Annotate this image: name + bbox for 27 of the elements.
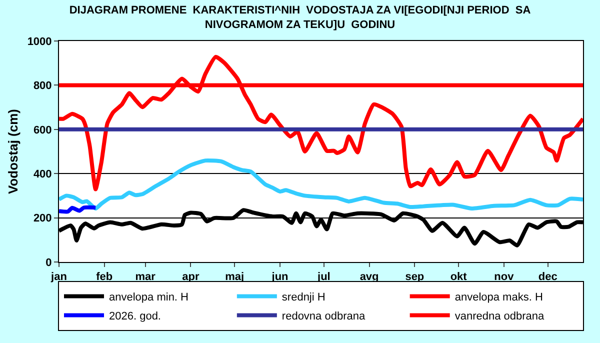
x-tick-label: jan xyxy=(50,271,68,284)
legend-label: redovna odbrana xyxy=(282,310,366,323)
chart-title: DIJAGRAM PROMENE KARAKTERISTI^NIH VODOSTAJA ZA VI[EGODI[NJI PERIOD SA NIVOGRAMOM ZA TEKU]U GODINU xyxy=(69,4,531,32)
y-tick-label: 200 xyxy=(33,212,52,225)
legend-label: anvelopa min. H xyxy=(109,292,189,304)
line-series xyxy=(59,158,583,211)
x-tick-label: feb xyxy=(96,271,113,284)
line-series xyxy=(59,54,583,192)
x-tick-label: mar xyxy=(135,271,156,284)
x-tick-label: nov xyxy=(494,271,515,284)
legend-label: anvelopa maks. H xyxy=(454,292,543,304)
y-tick-label: 1000 xyxy=(27,36,52,48)
legend-label: vanredna odbrana xyxy=(454,310,546,323)
x-tick-label: jun xyxy=(270,271,289,284)
x-tick-label: sep xyxy=(405,271,424,284)
y-tick-label: 800 xyxy=(33,80,52,92)
x-tick-label: jul xyxy=(316,271,330,284)
legend-label: srednji H xyxy=(282,292,326,304)
y-tick-label: 0 xyxy=(46,256,52,269)
y-axis-title: Vodostaj (cm) xyxy=(5,109,20,194)
x-tick-label: okt xyxy=(450,271,468,284)
x-tick-label: apr xyxy=(182,271,200,284)
legend-label: 2026. god. xyxy=(109,310,161,323)
y-tick-label: 400 xyxy=(33,168,52,180)
x-tick-label: maj xyxy=(225,271,244,284)
y-tick-label: 600 xyxy=(33,124,52,136)
x-tick-label: dec xyxy=(538,271,558,284)
